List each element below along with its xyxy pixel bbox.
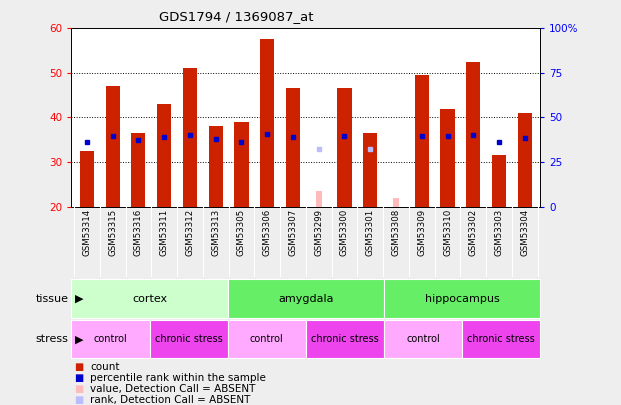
Text: GSM53310: GSM53310 <box>443 209 452 256</box>
Bar <box>209 126 223 207</box>
Text: GDS1794 / 1369087_at: GDS1794 / 1369087_at <box>159 10 313 23</box>
Bar <box>306 320 384 358</box>
Bar <box>440 109 455 207</box>
Text: GSM53299: GSM53299 <box>314 209 323 256</box>
Bar <box>462 320 540 358</box>
Bar <box>415 75 429 207</box>
Text: GSM53300: GSM53300 <box>340 209 349 256</box>
Text: GSM53309: GSM53309 <box>417 209 426 256</box>
Text: percentile rank within the sample: percentile rank within the sample <box>90 373 266 383</box>
Bar <box>150 320 228 358</box>
Text: ■: ■ <box>75 395 84 405</box>
Text: chronic stress: chronic stress <box>311 334 379 344</box>
Text: GSM53304: GSM53304 <box>520 209 529 256</box>
Text: GSM53312: GSM53312 <box>186 209 194 256</box>
Text: hippocampus: hippocampus <box>425 294 499 304</box>
Bar <box>393 198 399 207</box>
Text: chronic stress: chronic stress <box>155 334 222 344</box>
Text: value, Detection Call = ABSENT: value, Detection Call = ABSENT <box>90 384 255 394</box>
Bar <box>157 104 171 207</box>
Text: stress: stress <box>35 334 68 344</box>
Bar <box>71 320 150 358</box>
Bar <box>286 89 300 207</box>
Bar <box>363 133 378 207</box>
Text: GSM53316: GSM53316 <box>134 209 143 256</box>
Text: count: count <box>90 362 120 372</box>
Bar <box>384 320 462 358</box>
Text: ▶: ▶ <box>75 294 83 304</box>
Bar <box>106 86 120 207</box>
Text: cortex: cortex <box>132 294 167 304</box>
Text: control: control <box>94 334 127 344</box>
Bar <box>234 122 248 207</box>
Text: ▶: ▶ <box>75 334 83 344</box>
Text: GSM53315: GSM53315 <box>108 209 117 256</box>
Bar <box>466 62 481 207</box>
Text: control: control <box>250 334 284 344</box>
Bar <box>316 191 322 207</box>
Bar <box>79 151 94 207</box>
Bar <box>228 279 384 318</box>
Text: control: control <box>406 334 440 344</box>
Text: GSM53313: GSM53313 <box>211 209 220 256</box>
Bar <box>492 155 506 207</box>
Text: GSM53311: GSM53311 <box>160 209 169 256</box>
Text: tissue: tissue <box>35 294 68 304</box>
Bar <box>518 113 532 207</box>
Bar <box>131 133 145 207</box>
Text: ■: ■ <box>75 373 84 383</box>
Text: GSM53301: GSM53301 <box>366 209 374 256</box>
Bar <box>260 39 274 207</box>
Text: chronic stress: chronic stress <box>468 334 535 344</box>
Bar <box>71 279 228 318</box>
Text: GSM53307: GSM53307 <box>289 209 297 256</box>
Bar <box>337 89 351 207</box>
Bar <box>384 279 540 318</box>
Text: ■: ■ <box>75 384 84 394</box>
Text: GSM53303: GSM53303 <box>494 209 504 256</box>
Text: amygdala: amygdala <box>278 294 333 304</box>
Bar <box>228 320 306 358</box>
Text: rank, Detection Call = ABSENT: rank, Detection Call = ABSENT <box>90 395 250 405</box>
Text: GSM53314: GSM53314 <box>83 209 91 256</box>
Text: GSM53306: GSM53306 <box>263 209 272 256</box>
Text: GSM53302: GSM53302 <box>469 209 478 256</box>
Text: GSM53305: GSM53305 <box>237 209 246 256</box>
Text: GSM53308: GSM53308 <box>391 209 401 256</box>
Text: ■: ■ <box>75 362 84 372</box>
Bar <box>183 68 197 207</box>
